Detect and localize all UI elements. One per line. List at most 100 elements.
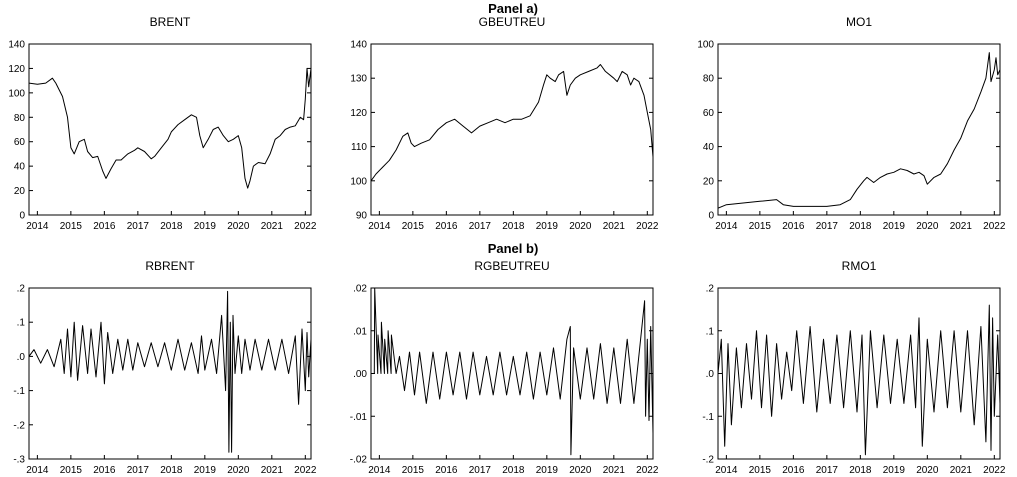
brent-y-tick-label: 20 [14, 186, 26, 197]
rbrent-y-tick-label: .0 [17, 352, 26, 363]
mo1-y-tick-label: 60 [703, 108, 715, 119]
gbeutreu-x-tick-label: 2017 [469, 221, 492, 232]
mo1-x-tick-label: 2018 [849, 221, 872, 232]
rgbeutreu-series-line [371, 288, 653, 456]
brent-x-tick-label: 2018 [160, 221, 183, 232]
gbeutreu-x-tick-label: 2021 [603, 221, 626, 232]
rgbeutreu-x-tick-label: 2022 [636, 465, 659, 476]
brent-x-tick-label: 2017 [127, 221, 150, 232]
gbeutreu-series-line [371, 64, 653, 182]
rmo1-x-tick-label: 2017 [816, 465, 839, 476]
brent-y-tick-label: 100 [8, 88, 25, 99]
mo1-plot-frame [717, 43, 1001, 216]
gbeutreu-x-tick-label: 2022 [636, 221, 659, 232]
mo1-x-tick-label: 2019 [883, 221, 906, 232]
rbrent-series-line [29, 290, 311, 453]
rbrent-x-tick-label: 2014 [26, 465, 49, 476]
rgbeutreu-x-tick-label: 2021 [603, 465, 626, 476]
rmo1-x-tick-label: 2016 [782, 465, 805, 476]
gbeutreu-y-tick-label: 100 [350, 176, 367, 187]
brent-plot-frame [28, 43, 312, 216]
rmo1-y-tick-label: .0 [706, 369, 715, 380]
gbeutreu-y-tick-label: 120 [350, 108, 367, 119]
mo1-x-tick-label: 2020 [916, 221, 939, 232]
chart-mo1: MO1 0 20 40 60 80 100 2014 2015 2016 2017 2018 2019 2… [697, 15, 1006, 232]
rgbeutreu-x-tick-label: 2018 [502, 465, 525, 476]
brent-x-tick-label: 2015 [60, 221, 83, 232]
brent-x-tick-label: 2014 [26, 221, 49, 232]
gbeutreu-y-tick-label: 110 [351, 142, 367, 153]
rbrent-x-tick-label: 2016 [93, 465, 116, 476]
rmo1-y-tick-label: -.1 [702, 412, 714, 423]
rbrent-x-tick-label: 2015 [60, 465, 83, 476]
gbeutreu-x-tick-label: 2015 [402, 221, 425, 232]
gbeutreu-y-tick-label: 90 [356, 211, 368, 222]
panel-heading-a: Panel a) [488, 1, 538, 16]
gbeutreu-x-tick-label: 2019 [536, 221, 559, 232]
rmo1-y-tick-label: -.2 [702, 455, 714, 466]
rbrent-y-tick-label: -.3 [13, 455, 25, 466]
mo1-y-tick-label: 100 [697, 40, 714, 51]
brent-y-tick-label: 60 [14, 137, 26, 148]
mo1-x-tick-label: 2017 [816, 221, 839, 232]
rmo1-x-tick-label: 2014 [715, 465, 738, 476]
chart-rbrent: RBRENT -.3 -.2 -.1 .0 .1 .2 2014 2015 2016 2017 201… [13, 259, 317, 476]
brent-y-tick-label: 80 [14, 113, 26, 124]
rmo1-series-line [718, 304, 1000, 456]
mo1-y-tick-label: 0 [708, 211, 714, 222]
brent-y-tick-label: 140 [8, 40, 25, 51]
rgbeutreu-chart-title: RGBEUTREU [474, 259, 549, 273]
rbrent-x-tick-label: 2021 [261, 465, 284, 476]
rbrent-chart-title: RBRENT [145, 259, 195, 273]
brent-x-tick-label: 2022 [294, 221, 317, 232]
rmo1-x-tick-label: 2021 [950, 465, 973, 476]
rmo1-x-tick-label: 2022 [983, 465, 1006, 476]
rbrent-x-tick-label: 2018 [160, 465, 183, 476]
panel-heading-b: Panel b) [488, 241, 539, 256]
brent-x-tick-label: 2021 [261, 221, 284, 232]
mo1-x-tick-label: 2014 [715, 221, 738, 232]
brent-x-tick-label: 2019 [194, 221, 217, 232]
brent-x-tick-label: 2016 [93, 221, 116, 232]
mo1-y-tick-label: 80 [703, 74, 715, 85]
rgbeutreu-x-tick-label: 2015 [402, 465, 425, 476]
brent-y-tick-label: 120 [8, 64, 25, 75]
mo1-series-line [718, 52, 1000, 209]
rmo1-x-tick-label: 2020 [916, 465, 939, 476]
gbeutreu-plot-frame [370, 43, 654, 216]
mo1-chart-title: MO1 [846, 15, 872, 29]
rgbeutreu-y-tick-label: -.01 [350, 412, 368, 423]
mo1-x-tick-label: 2016 [782, 221, 805, 232]
gbeutreu-y-tick-label: 140 [350, 40, 367, 51]
rmo1-chart-title: RMO1 [842, 259, 877, 273]
brent-y-tick-label: 0 [19, 211, 25, 222]
rgbeutreu-x-tick-label: 2019 [536, 465, 559, 476]
rbrent-x-tick-label: 2019 [194, 465, 217, 476]
rgbeutreu-y-tick-label: -.02 [350, 455, 368, 466]
gbeutreu-x-tick-label: 2016 [435, 221, 458, 232]
rgbeutreu-y-tick-label: .00 [353, 369, 367, 380]
brent-series-line [29, 67, 311, 189]
rmo1-x-tick-label: 2015 [749, 465, 772, 476]
chart-gbeutreu: GBEUTREU 90 100 110 120 130 140 2014 2015 2016 201… [350, 15, 659, 232]
rbrent-plot-frame [28, 287, 312, 460]
rmo1-y-tick-label: .2 [706, 284, 715, 295]
mo1-x-tick-label: 2015 [749, 221, 772, 232]
rbrent-y-tick-label: .2 [17, 284, 26, 295]
gbeutreu-x-tick-label: 2020 [569, 221, 592, 232]
brent-y-tick-label: 40 [14, 162, 26, 173]
gbeutreu-chart-title: GBEUTREU [479, 15, 546, 29]
rmo1-x-tick-label: 2018 [849, 465, 872, 476]
rbrent-y-tick-label: -.1 [13, 386, 25, 397]
rgbeutreu-x-tick-label: 2017 [469, 465, 492, 476]
rgbeutreu-y-tick-label: .01 [353, 326, 367, 337]
rbrent-y-tick-label: -.2 [13, 420, 25, 431]
rbrent-x-tick-label: 2020 [227, 465, 250, 476]
gbeutreu-y-tick-label: 130 [350, 74, 367, 85]
mo1-x-tick-label: 2021 [950, 221, 973, 232]
rbrent-x-tick-label: 2022 [294, 465, 317, 476]
rgbeutreu-y-tick-label: .02 [353, 284, 367, 295]
chart-rmo1: RMO1 -.2 -.1 .0 .1 .2 2014 2015 2016 2017 2018 2019… [702, 259, 1006, 476]
rbrent-x-tick-label: 2017 [127, 465, 150, 476]
